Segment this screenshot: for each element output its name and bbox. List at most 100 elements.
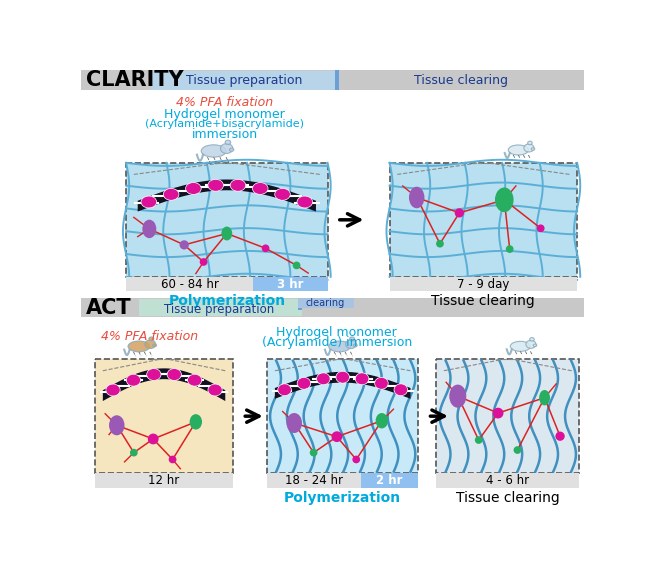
Ellipse shape xyxy=(164,188,179,200)
Text: clearing: clearing xyxy=(306,298,345,308)
Ellipse shape xyxy=(149,337,154,340)
Text: 2 hr: 2 hr xyxy=(376,474,403,487)
Ellipse shape xyxy=(530,338,534,341)
FancyBboxPatch shape xyxy=(436,473,580,488)
Ellipse shape xyxy=(539,390,550,406)
Ellipse shape xyxy=(109,415,125,436)
Text: Tissue preparation: Tissue preparation xyxy=(164,303,274,316)
FancyBboxPatch shape xyxy=(267,473,361,488)
Ellipse shape xyxy=(142,220,156,238)
FancyBboxPatch shape xyxy=(126,163,328,277)
Ellipse shape xyxy=(355,373,369,384)
Text: ACT: ACT xyxy=(86,298,131,318)
Ellipse shape xyxy=(449,384,466,408)
Ellipse shape xyxy=(128,341,150,352)
Ellipse shape xyxy=(556,431,565,441)
Text: Tissue clearing: Tissue clearing xyxy=(456,491,559,505)
FancyBboxPatch shape xyxy=(95,473,233,488)
Ellipse shape xyxy=(374,377,388,389)
Text: Polymerization: Polymerization xyxy=(284,491,401,505)
Ellipse shape xyxy=(329,341,350,352)
Ellipse shape xyxy=(200,258,208,266)
Ellipse shape xyxy=(221,227,232,241)
Ellipse shape xyxy=(286,413,302,433)
Ellipse shape xyxy=(221,144,233,153)
FancyBboxPatch shape xyxy=(298,298,354,308)
Text: 12 hr: 12 hr xyxy=(149,474,180,487)
FancyBboxPatch shape xyxy=(95,359,233,473)
FancyBboxPatch shape xyxy=(436,359,580,473)
Ellipse shape xyxy=(495,187,513,212)
Ellipse shape xyxy=(147,369,161,380)
Ellipse shape xyxy=(225,140,230,144)
Ellipse shape xyxy=(297,196,313,208)
Ellipse shape xyxy=(506,245,513,253)
FancyBboxPatch shape xyxy=(298,299,302,310)
Ellipse shape xyxy=(394,384,408,396)
Ellipse shape xyxy=(317,373,330,384)
Ellipse shape xyxy=(230,180,246,191)
Ellipse shape xyxy=(508,145,528,155)
Text: Tissue clearing: Tissue clearing xyxy=(432,295,535,308)
Ellipse shape xyxy=(275,188,290,200)
FancyBboxPatch shape xyxy=(361,473,418,488)
Ellipse shape xyxy=(352,456,360,463)
Ellipse shape xyxy=(510,341,530,352)
Ellipse shape xyxy=(262,244,269,252)
Ellipse shape xyxy=(153,344,156,347)
Ellipse shape xyxy=(148,434,158,444)
Text: Hydrogel monomer: Hydrogel monomer xyxy=(164,108,285,121)
Ellipse shape xyxy=(455,208,464,218)
Ellipse shape xyxy=(230,148,234,151)
Ellipse shape xyxy=(436,240,444,248)
Ellipse shape xyxy=(106,384,120,396)
FancyBboxPatch shape xyxy=(126,277,253,291)
Ellipse shape xyxy=(345,340,356,349)
Ellipse shape xyxy=(127,375,141,386)
Text: CLARITY: CLARITY xyxy=(86,70,184,90)
FancyBboxPatch shape xyxy=(81,298,584,317)
Ellipse shape xyxy=(188,375,202,386)
Ellipse shape xyxy=(354,344,357,347)
Text: Hydrogel monomer: Hydrogel monomer xyxy=(276,326,397,339)
Ellipse shape xyxy=(130,449,138,457)
Ellipse shape xyxy=(169,456,177,463)
Ellipse shape xyxy=(524,144,534,152)
Text: Polymerization: Polymerization xyxy=(168,295,286,308)
Ellipse shape xyxy=(167,369,182,380)
Text: 3 hr: 3 hr xyxy=(277,278,304,291)
Ellipse shape xyxy=(208,180,223,191)
Ellipse shape xyxy=(293,262,300,269)
Ellipse shape xyxy=(208,384,222,396)
Text: immersion: immersion xyxy=(191,128,258,141)
FancyBboxPatch shape xyxy=(253,277,328,291)
Polygon shape xyxy=(275,372,411,399)
Text: (Acrylamide) immersion: (Acrylamide) immersion xyxy=(262,336,412,349)
Ellipse shape xyxy=(145,340,156,349)
Ellipse shape xyxy=(513,446,521,454)
FancyBboxPatch shape xyxy=(140,299,302,316)
FancyBboxPatch shape xyxy=(336,70,339,90)
Text: 4 - 6 hr: 4 - 6 hr xyxy=(486,474,530,487)
Ellipse shape xyxy=(332,431,342,442)
Ellipse shape xyxy=(310,449,317,457)
Ellipse shape xyxy=(350,337,354,340)
Ellipse shape xyxy=(180,240,189,249)
Ellipse shape xyxy=(475,436,483,444)
Ellipse shape xyxy=(493,408,504,419)
FancyBboxPatch shape xyxy=(389,277,577,291)
FancyBboxPatch shape xyxy=(267,359,418,473)
FancyBboxPatch shape xyxy=(81,70,584,90)
Ellipse shape xyxy=(376,413,388,429)
FancyBboxPatch shape xyxy=(389,163,577,277)
Ellipse shape xyxy=(537,224,545,232)
Ellipse shape xyxy=(252,183,268,194)
Text: Tissue preparation: Tissue preparation xyxy=(186,74,302,87)
Text: 18 - 24 hr: 18 - 24 hr xyxy=(285,474,343,487)
Polygon shape xyxy=(138,180,316,211)
Ellipse shape xyxy=(531,148,535,150)
Text: 4% PFA fixation: 4% PFA fixation xyxy=(101,329,198,343)
Ellipse shape xyxy=(409,187,424,208)
Polygon shape xyxy=(103,369,225,401)
Text: 4% PFA fixation: 4% PFA fixation xyxy=(176,96,273,109)
